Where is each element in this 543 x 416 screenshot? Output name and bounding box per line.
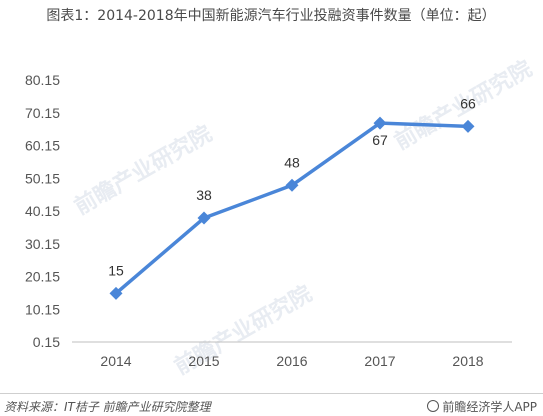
data-point-marker [373, 116, 387, 130]
data-point-marker [285, 178, 299, 192]
x-tick-label: 2016 [276, 353, 307, 369]
source-note: 资料来源：IT桔子 前瞻产业研究院整理 [4, 400, 211, 414]
y-tick-label: 60.15 [25, 138, 60, 154]
brand-logo-icon [427, 400, 440, 412]
data-label: 67 [372, 132, 388, 148]
data-point-marker [197, 211, 211, 225]
y-tick-label: 80.15 [25, 72, 60, 88]
y-tick-label: 10.15 [25, 301, 60, 317]
x-tick-label: 2017 [364, 353, 395, 369]
y-tick-label: 0.15 [33, 334, 60, 350]
brand-label: 前瞻经济学人APP [442, 400, 537, 414]
y-tick-label: 30.15 [25, 236, 60, 252]
data-label: 38 [196, 187, 212, 203]
data-point-marker [109, 286, 123, 300]
data-label: 48 [284, 154, 300, 170]
y-tick-label: 50.15 [25, 170, 60, 186]
y-tick-label: 40.15 [25, 203, 60, 219]
x-tick-label: 2018 [452, 353, 483, 369]
watermark-text: 前瞻产业研究院 [70, 121, 216, 221]
footer: 资料来源：IT桔子 前瞻产业研究院整理 前瞻经济学人APP [0, 393, 543, 416]
line-chart: 前瞻产业研究院 前瞻产业研究院 前瞻产业研究院 0.1510.1520.1530… [25, 56, 536, 381]
chart-title: 图表1：2014-2018年中国新能源汽车行业投融资事件数量（单位：起） [46, 8, 496, 24]
x-tick-label: 2014 [100, 353, 131, 369]
data-point-marker [461, 119, 475, 133]
data-label: 66 [460, 95, 476, 111]
y-tick-label: 70.15 [25, 105, 60, 121]
x-tick-label: 2015 [188, 353, 219, 369]
data-label: 15 [108, 262, 124, 278]
brand: 前瞻经济学人APP [427, 398, 537, 415]
y-tick-label: 20.15 [25, 269, 60, 285]
